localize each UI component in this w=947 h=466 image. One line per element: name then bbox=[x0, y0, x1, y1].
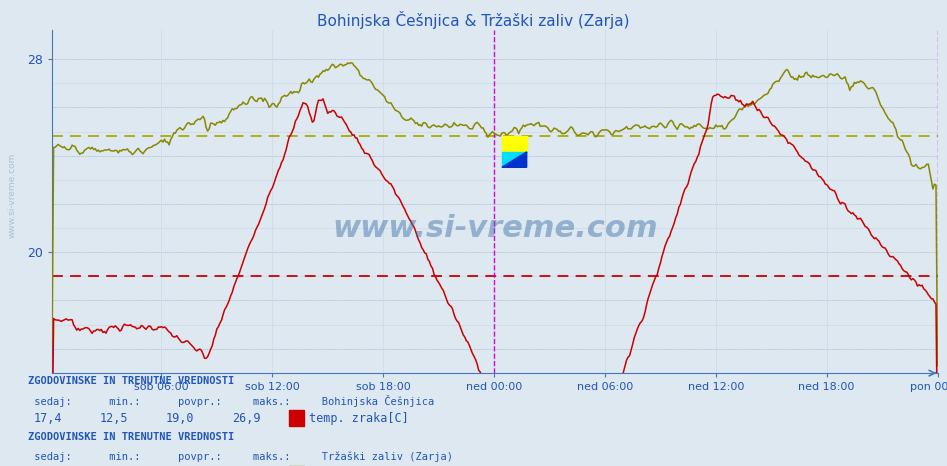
Text: sedaj:      min.:      povpr.:     maks.:     Bohinjska Češnjica: sedaj: min.: povpr.: maks.: Bohinjska Če… bbox=[28, 396, 435, 407]
Text: sedaj:      min.:      povpr.:     maks.:     Tržaški zaliv (Zarja): sedaj: min.: povpr.: maks.: Tržaški zali… bbox=[28, 452, 454, 462]
Text: 26,9: 26,9 bbox=[232, 412, 260, 425]
Polygon shape bbox=[502, 152, 527, 167]
Text: 12,5: 12,5 bbox=[99, 412, 128, 425]
Text: www.si-vreme.com: www.si-vreme.com bbox=[332, 214, 657, 243]
Polygon shape bbox=[502, 152, 527, 167]
Polygon shape bbox=[502, 137, 527, 152]
Text: ZGODOVINSKE IN TRENUTNE VREDNOSTI: ZGODOVINSKE IN TRENUTNE VREDNOSTI bbox=[28, 377, 235, 386]
Text: www.si-vreme.com: www.si-vreme.com bbox=[8, 153, 17, 239]
Text: Bohinjska Češnjica & Tržaški zaliv (Zarja): Bohinjska Češnjica & Tržaški zaliv (Zarj… bbox=[317, 11, 630, 29]
Text: 19,0: 19,0 bbox=[166, 412, 194, 425]
Text: ZGODOVINSKE IN TRENUTNE VREDNOSTI: ZGODOVINSKE IN TRENUTNE VREDNOSTI bbox=[28, 432, 235, 442]
Text: temp. zraka[C]: temp. zraka[C] bbox=[309, 412, 408, 425]
Text: 17,4: 17,4 bbox=[33, 412, 62, 425]
